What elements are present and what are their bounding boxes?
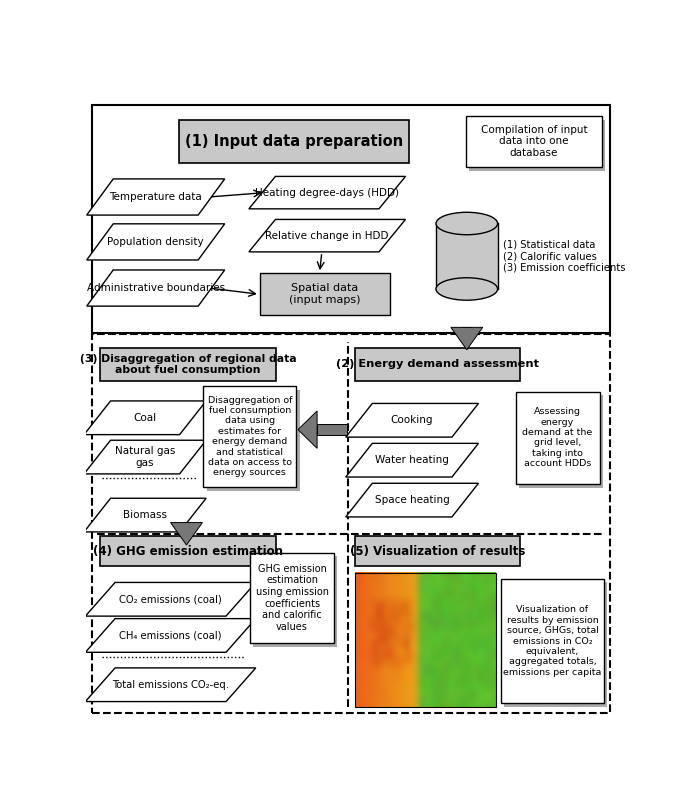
Text: Administrative boundaries: Administrative boundaries (86, 283, 225, 293)
Bar (253, 556, 337, 646)
Polygon shape (84, 401, 206, 435)
Text: (1) Statistical data
(2) Calorific values
(3) Emission coefficients: (1) Statistical data (2) Calorific value… (503, 240, 625, 273)
Text: Total emissions CO₂-eq.: Total emissions CO₂-eq. (112, 680, 229, 690)
Bar (462, 327, 471, 333)
Text: Temperature data: Temperature data (110, 192, 202, 202)
Polygon shape (84, 498, 206, 532)
Bar (250, 552, 334, 643)
Text: (4) GHG emission estimation: (4) GHG emission estimation (93, 545, 283, 558)
Text: Visualization of
results by emission
source, GHGs, total
emissions in CO₂
equiva: Visualization of results by emission sou… (503, 605, 601, 677)
Text: Water heating: Water heating (375, 455, 449, 465)
Text: Compilation of input
data into one
database: Compilation of input data into one datab… (481, 125, 587, 158)
Bar (182, 522, 191, 529)
Polygon shape (346, 484, 478, 517)
Polygon shape (87, 224, 225, 260)
Bar (203, 386, 297, 487)
Text: Coal: Coal (134, 413, 157, 423)
Text: Disaggregation of
fuel consumption
data using
estimates for
energy demand
and st: Disaggregation of fuel consumption data … (208, 395, 292, 477)
Polygon shape (87, 179, 225, 215)
Text: Assessing
energy
demand at the
grid level,
taking into
account HDDs: Assessing energy demand at the grid leve… (523, 407, 593, 468)
Text: CH₄ emissions (coal): CH₄ emissions (coal) (119, 630, 222, 641)
Text: CO₂ emissions (coal): CO₂ emissions (coal) (119, 595, 222, 604)
Bar (466, 116, 601, 167)
Bar (92, 335, 610, 714)
Polygon shape (346, 403, 478, 437)
Polygon shape (84, 441, 206, 474)
Bar (436, 224, 497, 289)
Text: Biomass: Biomass (123, 510, 167, 520)
Bar (101, 348, 275, 381)
Bar (504, 582, 608, 707)
Polygon shape (86, 668, 256, 701)
Text: (3) Disaggregation of regional data
about fuel consumption: (3) Disaggregation of regional data abou… (79, 354, 297, 375)
Bar (519, 395, 603, 488)
Text: (5) Visualization of results: (5) Visualization of results (350, 545, 525, 558)
Text: (1) Input data preparation: (1) Input data preparation (185, 134, 403, 149)
Polygon shape (171, 522, 203, 545)
Polygon shape (249, 177, 406, 209)
Text: (2) Energy demand assessment: (2) Energy demand assessment (336, 360, 539, 369)
Bar (356, 536, 520, 566)
Text: Spatial data
(input maps): Spatial data (input maps) (289, 284, 360, 305)
Bar (260, 273, 390, 316)
Text: Population density: Population density (108, 237, 204, 247)
Bar (92, 105, 610, 333)
Ellipse shape (436, 278, 497, 301)
Polygon shape (87, 270, 225, 306)
Bar (469, 120, 605, 171)
Polygon shape (298, 411, 317, 449)
Bar (179, 120, 410, 163)
Text: Heating degree-days (HDD): Heating degree-days (HDD) (256, 188, 399, 198)
Text: GHG emission
estimation
using emission
coefficients
and calorific
values: GHG emission estimation using emission c… (256, 564, 329, 632)
Polygon shape (249, 220, 406, 252)
Bar (501, 578, 604, 703)
Bar (317, 424, 347, 435)
Polygon shape (451, 327, 483, 350)
Bar (356, 348, 520, 381)
Text: Cooking: Cooking (391, 416, 434, 425)
Polygon shape (86, 619, 256, 652)
Bar (207, 390, 299, 491)
Bar (516, 391, 599, 484)
Polygon shape (346, 443, 478, 477)
Bar (101, 536, 275, 566)
Ellipse shape (436, 212, 497, 235)
Text: Natural gas
gas: Natural gas gas (115, 446, 175, 468)
Text: Space heating: Space heating (375, 495, 449, 505)
Bar (356, 573, 496, 707)
Polygon shape (86, 582, 256, 616)
Text: Relative change in HDD: Relative change in HDD (265, 231, 389, 241)
